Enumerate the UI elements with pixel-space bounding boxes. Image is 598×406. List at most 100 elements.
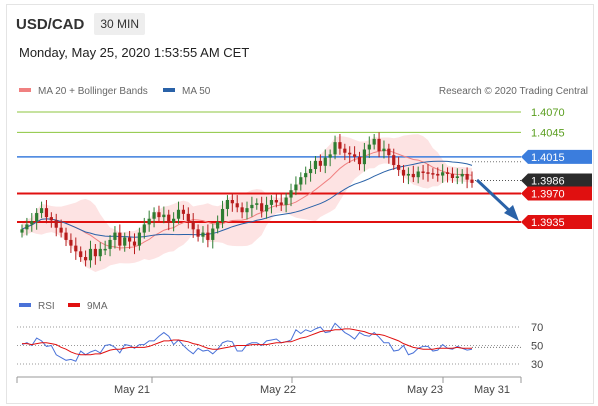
candle-body: [460, 173, 464, 177]
support-label: 1.3970: [531, 188, 565, 200]
rsi-swatch: [19, 303, 31, 307]
candle-body: [39, 208, 44, 214]
candle-body: [338, 142, 342, 149]
candle-body: [313, 160, 318, 170]
candle-body: [74, 245, 78, 252]
candle-body: [30, 221, 34, 225]
time-axis-label: May 21: [114, 384, 150, 396]
candle-body: [357, 156, 362, 165]
timestamp: Monday, May 25, 2020 1:53:55 AM CET: [19, 45, 250, 60]
candle-body: [445, 172, 450, 174]
candle-body: [367, 144, 371, 150]
candle-body: [269, 200, 274, 205]
candle-body: [220, 208, 225, 222]
candle-body: [411, 173, 415, 178]
time-axis-label: May 31: [474, 384, 510, 396]
candle-body: [172, 218, 176, 223]
candle-body: [186, 213, 190, 222]
candle-body: [279, 202, 283, 205]
last-price-label: 1.3986: [531, 175, 565, 187]
candle-body: [304, 173, 308, 178]
candle-body: [406, 173, 411, 176]
candle-body: [328, 154, 332, 158]
candle-body: [157, 212, 161, 218]
candle-body: [142, 224, 146, 233]
candle-body: [255, 203, 259, 205]
candle-body: [108, 239, 112, 249]
candle-body: [308, 169, 313, 174]
candle-body: [235, 203, 239, 208]
candle-body: [103, 248, 107, 251]
candle-body: [441, 172, 445, 176]
rsi-axis-label: 30: [531, 359, 543, 371]
candle-body: [470, 179, 474, 183]
pivot-label: 1.4015: [531, 152, 565, 164]
credit-text: Research © 2020 Trading Central: [439, 86, 588, 97]
candle-body: [128, 237, 132, 242]
candle-body: [35, 213, 39, 222]
ma9-swatch: [68, 303, 80, 307]
interval-badge[interactable]: 30 MIN: [94, 13, 146, 35]
candle-body: [147, 218, 151, 225]
candle-body: [245, 208, 249, 213]
candle-body: [387, 148, 391, 156]
candle-body: [260, 203, 264, 212]
candle-body: [64, 232, 68, 240]
candle-body: [333, 142, 337, 155]
candle-body: [284, 197, 288, 205]
candle-body: [353, 154, 357, 157]
candle-body: [118, 232, 122, 246]
candle-body: [137, 232, 141, 246]
candle-body: [132, 241, 137, 246]
candle-body: [162, 214, 166, 218]
candle-body: [211, 228, 215, 240]
candle-body: [176, 209, 181, 219]
candle-body: [44, 208, 49, 218]
candle-body: [123, 237, 127, 246]
support-label: 1.3935: [531, 217, 565, 229]
rsi-legend: RSI 9MA: [19, 301, 108, 312]
candle-body: [450, 173, 455, 178]
candle-body: [167, 214, 171, 223]
candle-body: [362, 149, 366, 165]
candle-body: [455, 176, 459, 178]
candle-body: [240, 207, 244, 213]
last-price-tag: [521, 173, 592, 188]
candle-body: [274, 200, 278, 203]
candle-body: [431, 173, 435, 175]
time-axis: May 21 May 22 May 23 May 31: [16, 376, 522, 396]
candle-body: [348, 152, 352, 155]
candle-body: [426, 172, 430, 174]
resistance-label: 1.4045: [531, 127, 565, 139]
candle-body: [401, 169, 406, 176]
candle-body: [20, 229, 24, 233]
candle-body: [59, 227, 63, 233]
forecast-arrow: [475, 178, 519, 221]
candle-body: [201, 232, 205, 237]
support-tag: [521, 186, 592, 201]
time-axis-label: May 22: [260, 384, 296, 396]
candle-body: [436, 173, 440, 176]
support-tag: [521, 215, 592, 229]
candle-body: [196, 229, 200, 237]
candle-body: [421, 171, 425, 173]
rsi-axis-label: 50: [531, 341, 543, 353]
candle-body: [49, 217, 53, 221]
candle-body: [79, 251, 83, 258]
symbol-label: USD/CAD: [16, 15, 85, 33]
ma20-legend: MA 20 + Bollinger Bands: [38, 86, 148, 97]
candle-body: [54, 220, 58, 228]
ma50-line: [21, 160, 473, 238]
candle-body: [250, 204, 254, 209]
candle-body: [382, 148, 386, 152]
candle-body: [98, 248, 102, 257]
pivot-tag: [521, 149, 592, 164]
chart-header: USD/CAD 30 MIN: [16, 12, 146, 36]
candle-body: [25, 224, 29, 230]
rsi-line: [21, 322, 473, 362]
candle-body: [294, 184, 298, 191]
candle-body: [83, 257, 88, 261]
candle-body: [372, 138, 376, 145]
